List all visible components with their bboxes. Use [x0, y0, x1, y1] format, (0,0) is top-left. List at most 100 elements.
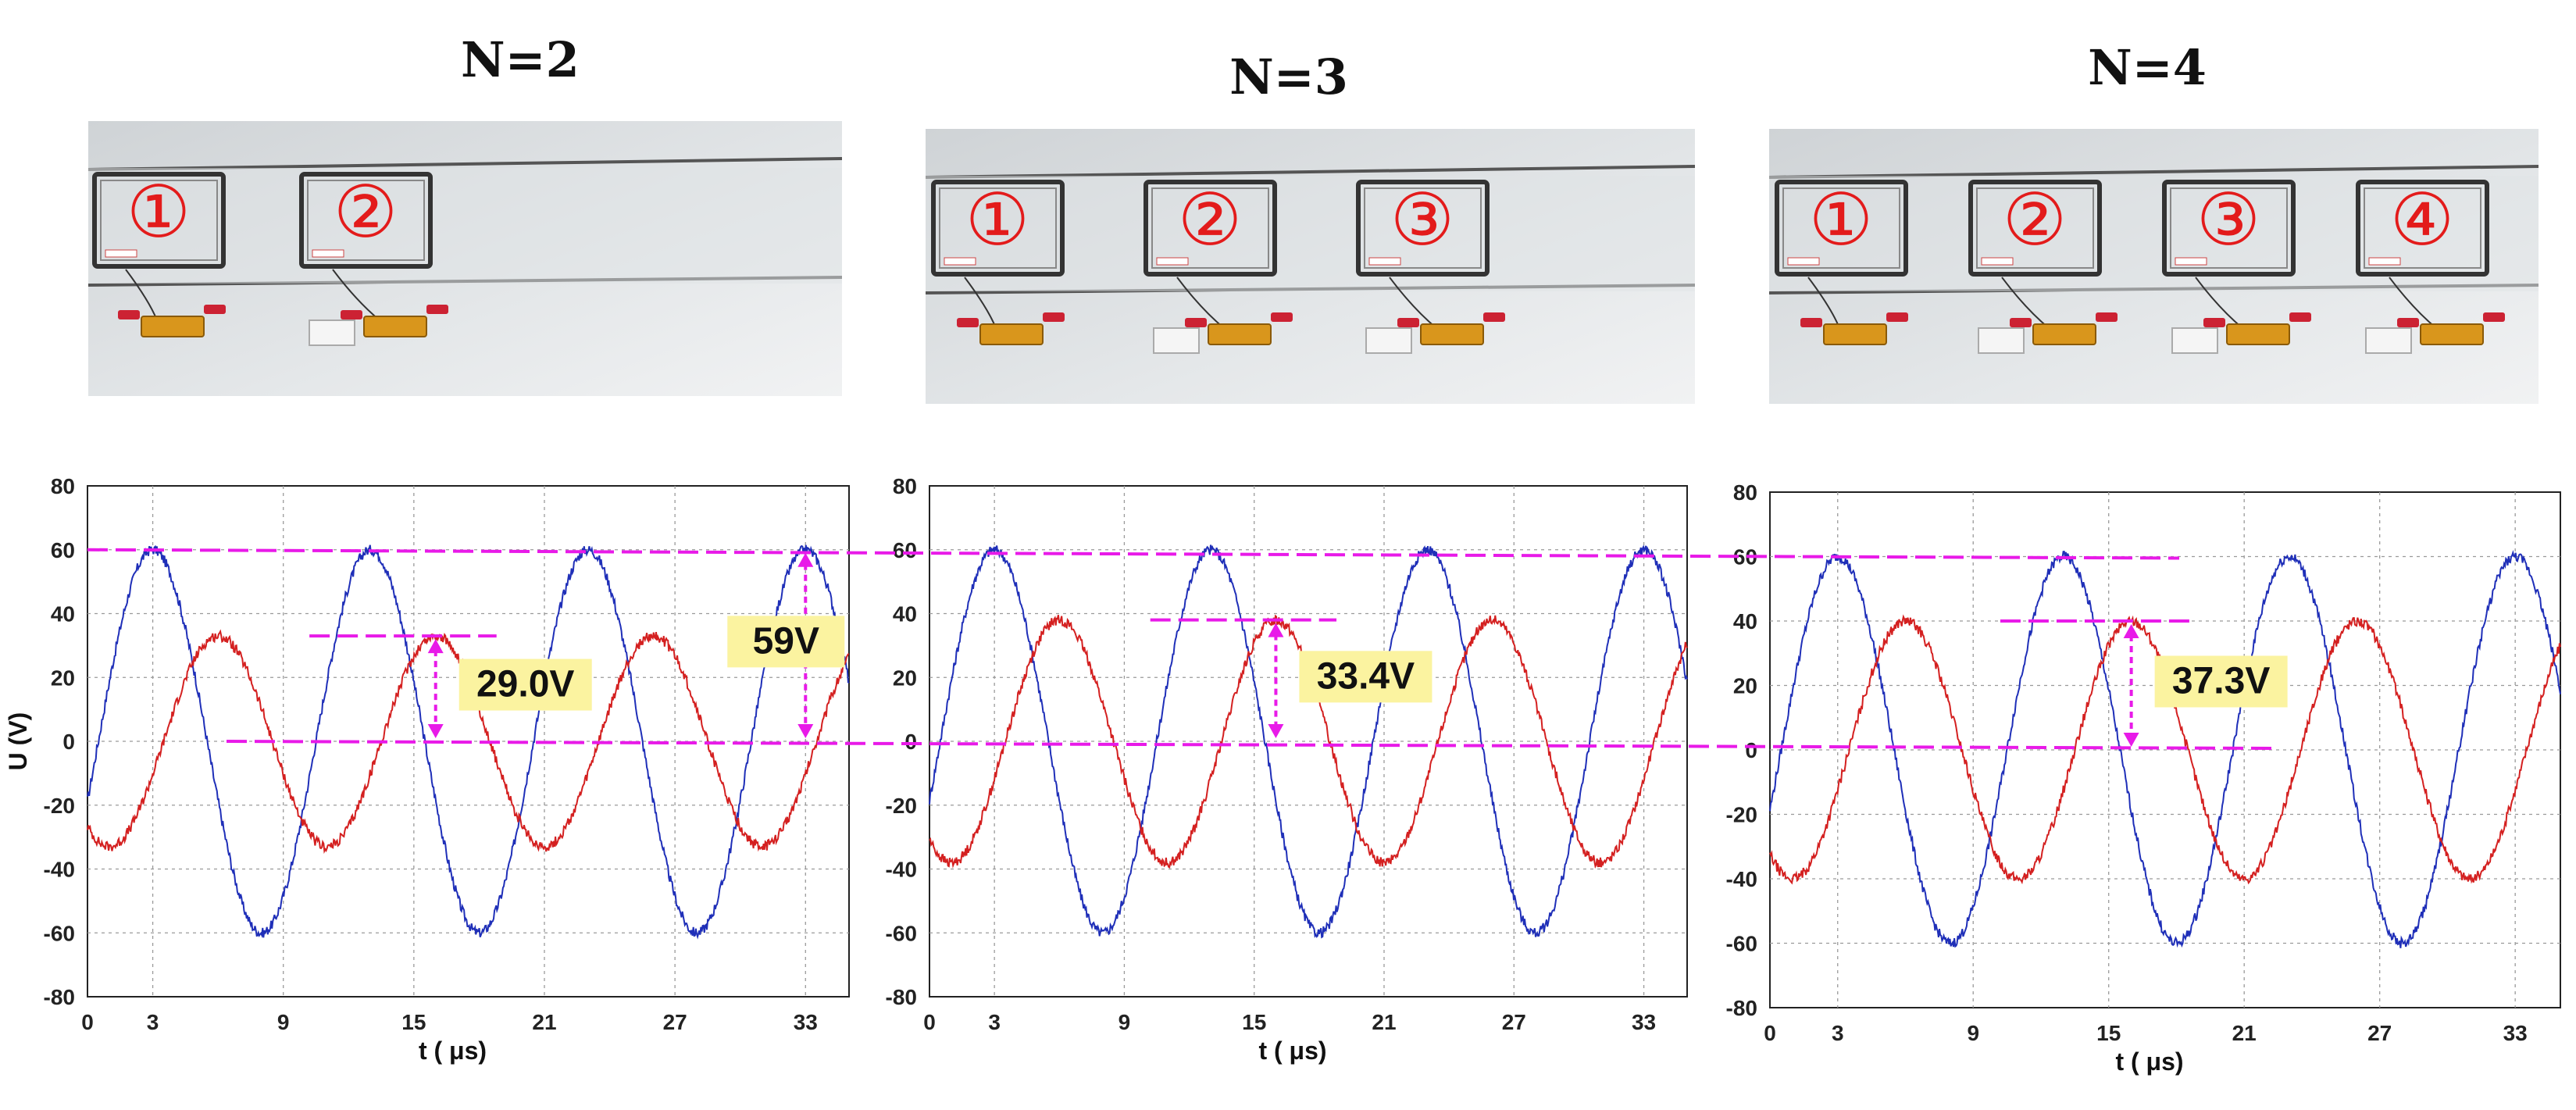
- x-axis-label: t ( μs): [419, 1037, 487, 1065]
- panel-n4: N=4 ① ② ③ ④ 0 3 9 15 21 27 33 80 60 40 20 0 -20 -40 -60 -8…: [1718, 0, 2576, 1110]
- y-tick-label: 40: [51, 602, 75, 626]
- x-axis-label: t ( μs): [2115, 1048, 2183, 1076]
- y-tick-label: -40: [1726, 867, 1757, 891]
- arrow-head-up: [1268, 623, 1284, 637]
- y-tick-label: -60: [886, 921, 917, 945]
- coil-number-label: ③: [2196, 180, 2260, 260]
- amplitude-badge: [2154, 655, 2288, 708]
- amplitude-badge-label: 29.0V: [476, 664, 574, 705]
- x-tick-label: 27: [663, 1010, 687, 1034]
- y-tick-label: -20: [886, 794, 917, 818]
- y-tick-label: -60: [1726, 932, 1757, 956]
- y-tick-label: 20: [1733, 674, 1757, 698]
- panel-n3: N=3 ① ② ③ 0 3 9 15 21 27 33 80 60 40 20 0 -20 -40 -60 -80…: [859, 0, 1718, 1110]
- y-tick-label: -20: [44, 794, 75, 818]
- y-tick-label: 60: [1733, 545, 1757, 569]
- y-tick-label: -80: [886, 985, 917, 1009]
- panel-title: N=2: [461, 31, 580, 88]
- coil-2: ②: [1968, 180, 2118, 354]
- y-tick-label: 40: [893, 602, 917, 626]
- coil-2: ②: [1144, 180, 1293, 354]
- x-tick-label: 0: [923, 1010, 936, 1034]
- source-amplitude-badge: [727, 616, 845, 668]
- y-tick-label: -40: [44, 858, 75, 882]
- series-blue-line: [929, 544, 1688, 939]
- x-tick-label: 33: [1632, 1010, 1656, 1034]
- coil-number-label: ①: [127, 173, 191, 252]
- amplitude-badge: [1299, 651, 1432, 703]
- y-tick-label: -80: [44, 985, 75, 1009]
- coil-3: ③: [2162, 180, 2311, 354]
- coil-number-label: ③: [1390, 180, 1454, 260]
- coil-4: ④: [2356, 180, 2505, 354]
- y-tick-label: 80: [1733, 480, 1757, 505]
- x-tick-label: 0: [1764, 1021, 1776, 1045]
- coil-3: ③: [1356, 180, 1505, 354]
- arrow-head-down: [797, 724, 814, 738]
- x-tick-label: 9: [1119, 1010, 1131, 1034]
- x-tick-label: 15: [2096, 1021, 2121, 1045]
- x-tick-label: 33: [794, 1010, 818, 1034]
- coil-2: ②: [299, 172, 448, 346]
- y-tick-label: 0: [1745, 738, 1757, 762]
- x-tick-label: 27: [2367, 1021, 2392, 1045]
- y-tick-label: -60: [44, 921, 75, 945]
- amplitude-badge-label: 33.4V: [1317, 655, 1415, 697]
- coil-number-label: ④: [2390, 180, 2454, 260]
- series-blue-line: [1769, 550, 2561, 948]
- y-tick-label: 60: [51, 538, 75, 562]
- y-tick-label: 0: [904, 730, 917, 754]
- y-tick-label: -40: [886, 858, 917, 882]
- x-tick-label: 15: [1242, 1010, 1266, 1034]
- x-tick-label: 9: [277, 1010, 290, 1034]
- voltage-chart: 0 3 9 15 21 27 33 80 60 40 20 0 -20 -40 -60 -80 t ( μs) 3…: [886, 474, 1688, 1065]
- x-tick-label: 3: [147, 1010, 159, 1034]
- y-axis-label: U (V): [4, 712, 32, 771]
- source-amplitude-label: 59V: [753, 620, 819, 662]
- y-tick-label: 40: [1733, 609, 1757, 634]
- coil-number-label: ②: [2003, 180, 2067, 260]
- arrow-head-down: [2123, 733, 2139, 747]
- arrow-head-down: [427, 724, 444, 738]
- coil-number-label: ②: [334, 173, 398, 252]
- x-tick-label: 21: [2232, 1021, 2257, 1045]
- voltage-chart: 0 3 9 15 21 27 33 80 60 40 20 0 -20 -40 -60 -80 t ( μs) 3…: [1726, 480, 2561, 1076]
- y-tick-label: 20: [893, 666, 917, 690]
- y-tick-label: 20: [51, 666, 75, 690]
- x-tick-label: 9: [1967, 1021, 1979, 1045]
- x-tick-label: 33: [2503, 1021, 2528, 1045]
- panel-title: N=3: [1229, 48, 1348, 105]
- coil-1: ①: [931, 180, 1065, 345]
- x-tick-label: 21: [1372, 1010, 1396, 1034]
- x-tick-label: 21: [532, 1010, 556, 1034]
- x-tick-label: 3: [988, 1010, 1001, 1034]
- coil-1: ①: [1775, 180, 1908, 345]
- x-tick-label: 0: [81, 1010, 94, 1034]
- amplitude-badge: [458, 659, 592, 711]
- y-tick-label: -80: [1726, 996, 1757, 1020]
- coil-setup-photo: ① ② ③ ④: [1769, 129, 2539, 404]
- y-tick-label: 0: [62, 730, 75, 754]
- voltage-chart: 0 3 9 15 21 27 33 80 60 40 20 0 -20 -40 -60 -80 t ( μs) U…: [4, 474, 850, 1065]
- arrow-head-up: [797, 552, 814, 567]
- x-tick-label: 3: [1832, 1021, 1844, 1045]
- coil-number-label: ②: [1178, 180, 1242, 260]
- x-axis-label: t ( μs): [1258, 1037, 1326, 1065]
- arrow-head-down: [1268, 724, 1284, 738]
- coil-setup-photo: ① ② ③: [926, 129, 1695, 404]
- panel-title: N=4: [2088, 39, 2207, 96]
- coil-number-label: ①: [1809, 180, 1873, 260]
- arrow-head-up: [2123, 624, 2139, 638]
- x-tick-label: 15: [401, 1010, 426, 1034]
- arrow-head-up: [427, 639, 444, 654]
- y-tick-label: 60: [893, 538, 917, 562]
- x-tick-label: 27: [1502, 1010, 1526, 1034]
- y-tick-label: 80: [893, 474, 917, 498]
- y-tick-label: 80: [51, 474, 75, 498]
- coil-1: ①: [92, 172, 226, 337]
- coil-number-label: ①: [965, 180, 1029, 260]
- amplitude-badge-label: 37.3V: [2172, 661, 2270, 702]
- y-tick-label: -20: [1726, 803, 1757, 827]
